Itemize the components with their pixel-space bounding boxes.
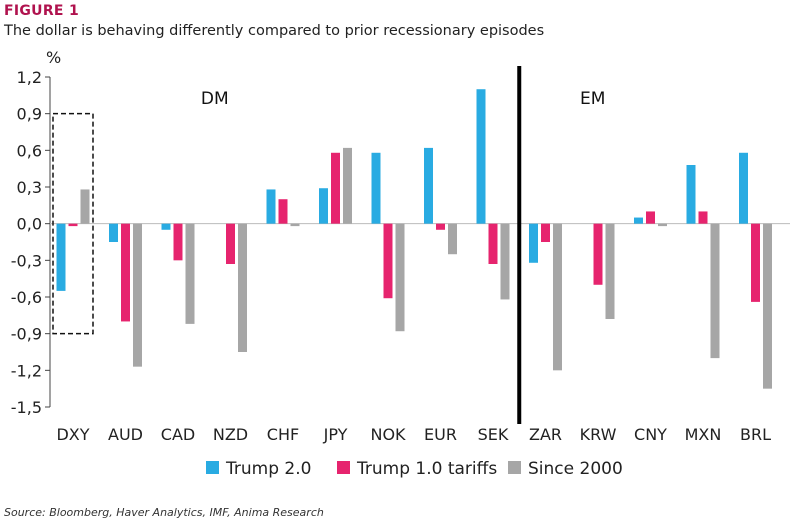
bar [278,199,288,224]
bar [424,147,433,224]
bar [68,223,78,227]
y-tick-label: 0,0 [17,215,42,234]
category-label: CHF [267,425,299,444]
bar [529,223,538,263]
category-label: CNY [634,425,667,444]
category-label: CAD [161,425,195,444]
category-label: JPY [323,425,348,444]
y-tick-label: -0,6 [11,288,42,307]
category-label: ZAR [529,425,562,444]
category-label: MXN [685,425,722,444]
category-label: BRL [740,425,771,444]
figure-title: The dollar is behaving differently compa… [4,23,545,39]
legend-swatch [508,461,521,474]
bar [646,211,655,224]
category-label: DXY [56,425,89,444]
highlight-box [52,112,94,335]
source-note: Source: Bloomberg, Haver Analytics, IMF,… [4,506,324,519]
bar [226,223,235,264]
bar [448,223,457,255]
bar [290,223,300,227]
bar [541,223,550,242]
bar [133,223,142,367]
bar [121,223,130,322]
bar [593,223,603,285]
bar [185,223,195,324]
category-label: EUR [424,425,457,444]
y-tick-label: -0,3 [11,251,42,270]
y-tick-label: 0,6 [17,141,42,160]
bar [553,223,562,371]
y-tick-label: -1,2 [11,361,42,380]
category-label: KRW [580,425,617,444]
bar [343,147,352,224]
bar [383,223,393,299]
bar [710,223,720,359]
y-tick-label: 0,3 [17,178,42,197]
category-label: SEK [478,425,509,444]
bar [161,223,171,230]
bar [371,152,381,224]
legend-label: Trump 2.0 [225,459,311,479]
legend: Trump 2.0 Trump 1.0 tariffs Since 2000 [206,459,623,479]
bar [173,223,183,261]
bars [56,89,772,389]
y-tick-label: -0,9 [11,325,42,344]
legend-swatch [337,461,350,474]
region-label: DM [201,89,229,109]
bar [751,223,760,302]
bar [395,223,405,332]
region-label: EM [580,89,605,109]
category-label: NZD [213,425,248,444]
bar [238,223,247,352]
y-tick-label: 0,9 [17,105,42,124]
bar [319,188,328,224]
bar [763,223,772,389]
legend-label: Since 2000 [528,459,623,479]
bar [56,223,66,291]
labels: 1,2 0,9 0,6 0,3 0,0 -0,3 -0,6 -0,9 -1,2 -1,5 DXY AU… [11,68,771,444]
bar [488,223,498,264]
bar [634,217,643,224]
figure-label: FIGURE 1 [4,3,79,19]
bar [686,165,696,224]
bar [266,189,276,224]
category-label: NOK [370,425,406,444]
bar [658,223,667,227]
bar [436,223,445,230]
bar [331,152,340,224]
bar [739,152,748,224]
bar [80,189,90,224]
bar [605,223,615,319]
legend-swatch [206,461,219,474]
y-tick-label: -1,5 [11,398,42,417]
y-axis-unit: % [46,48,61,67]
y-tick-label: 1,2 [17,68,42,87]
bar [109,223,118,242]
bar [476,89,486,224]
legend-label: Trump 1.0 tariffs [356,459,497,479]
category-label: AUD [108,425,143,444]
axes [45,66,790,424]
bar [698,211,708,224]
bar [500,223,510,300]
